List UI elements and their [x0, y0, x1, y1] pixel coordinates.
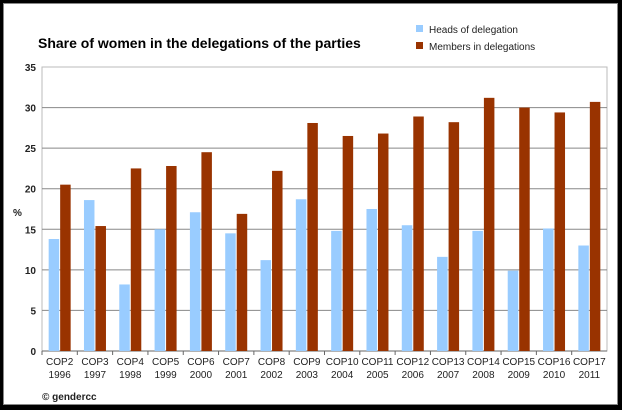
x-tick-label: COP8 — [258, 357, 286, 368]
bar-heads — [225, 233, 236, 351]
bar-heads — [260, 260, 272, 351]
y-tick-label: 25 — [25, 144, 37, 155]
bar-heads — [331, 230, 342, 351]
bar-heads — [48, 239, 60, 351]
y-tick-label: 10 — [25, 266, 37, 277]
bar-members — [342, 135, 354, 351]
chart-title: Share of women in the delegations of the… — [38, 35, 361, 51]
y-tick-label: 15 — [25, 225, 37, 236]
x-tick-year: 1996 — [49, 370, 72, 381]
x-tick-year: 2011 — [579, 370, 601, 381]
x-tick-year: 2006 — [402, 370, 425, 381]
x-tick-label: COP12 — [396, 357, 429, 368]
bar-members — [95, 226, 106, 351]
x-tick-label: COP3 — [81, 357, 109, 368]
x-tick-year: 2002 — [260, 370, 283, 381]
x-tick-label: COP13 — [432, 357, 465, 368]
bar-heads — [295, 199, 307, 351]
x-tick-year: 2007 — [437, 370, 460, 381]
x-tick-year: 2004 — [331, 370, 354, 381]
x-tick-label: COP17 — [573, 357, 606, 368]
bar-heads — [437, 256, 448, 351]
bar-members — [519, 107, 530, 351]
x-tick-label: COP6 — [187, 357, 215, 368]
bar-members — [554, 112, 566, 351]
bar-heads — [189, 212, 201, 351]
y-axis-ticks: 0 5 10 15 20 25 30 35 — [25, 63, 37, 358]
x-tick-year: 2000 — [190, 370, 213, 381]
x-tick-year: 1999 — [154, 370, 177, 381]
bar-members — [272, 170, 283, 351]
bar-heads — [578, 245, 589, 351]
x-tick-label: COP5 — [152, 357, 180, 368]
x-tick-year: 2001 — [225, 370, 248, 381]
bar-members — [307, 122, 318, 351]
legend: Heads of delegation Members in delegation… — [416, 25, 535, 53]
bar-heads — [366, 209, 377, 351]
x-tick-year: 1997 — [84, 370, 107, 381]
bar-heads — [119, 284, 130, 351]
x-tick-year: 2010 — [543, 370, 566, 381]
x-tick-year: 2003 — [296, 370, 319, 381]
x-tick-label: COP4 — [117, 357, 145, 368]
chart-frame: Share of women in the delegations of the… — [3, 3, 618, 405]
bar-members — [60, 184, 71, 351]
bar-heads — [507, 270, 519, 351]
x-tick-label: COP7 — [223, 357, 251, 368]
x-tick-label: COP15 — [502, 357, 535, 368]
bar-heads — [472, 230, 483, 351]
bar-members — [448, 122, 460, 351]
x-tick-year: 2008 — [472, 370, 495, 381]
bar-members — [236, 213, 248, 351]
x-tick-label: COP11 — [361, 357, 393, 368]
y-tick-label: 20 — [25, 185, 37, 196]
y-axis-label: % — [13, 208, 22, 219]
x-tick-label: COP16 — [538, 357, 571, 368]
x-tick-label: COP14 — [467, 357, 500, 368]
legend-swatch — [416, 25, 423, 32]
x-tick-year: 2009 — [508, 370, 531, 381]
bar-members — [201, 152, 212, 351]
legend-label: Heads of delegation — [429, 25, 518, 36]
bar-members — [413, 116, 424, 351]
bar-members — [130, 168, 142, 351]
source-credit: © gendercc — [42, 392, 97, 403]
y-tick-label: 0 — [30, 347, 36, 358]
x-tick-label: COP2 — [46, 357, 74, 368]
x-tick-year: 2005 — [366, 370, 389, 381]
x-tick-label: COP10 — [326, 357, 359, 368]
y-tick-label: 5 — [30, 306, 36, 317]
bar-members — [589, 101, 601, 352]
bar-members — [483, 97, 495, 351]
legend-swatch — [416, 42, 423, 49]
bar-chart: Share of women in the delegations of the… — [13, 25, 608, 403]
bar-heads — [154, 229, 166, 351]
legend-label: Members in delegations — [429, 42, 535, 53]
x-tick-label: COP9 — [293, 357, 321, 368]
bar-members — [377, 133, 389, 351]
y-tick-label: 30 — [25, 104, 37, 115]
bar-heads — [83, 200, 95, 351]
bar-heads — [543, 228, 554, 351]
x-axis-labels: COP2 1996 COP3 1997 COP4 1998 COP5 1999 COP6 2000… — [41, 351, 606, 381]
y-tick-label: 35 — [25, 63, 37, 74]
bars — [48, 97, 601, 352]
bar-members — [166, 165, 177, 351]
bar-heads — [401, 225, 413, 351]
x-tick-year: 1998 — [119, 370, 142, 381]
